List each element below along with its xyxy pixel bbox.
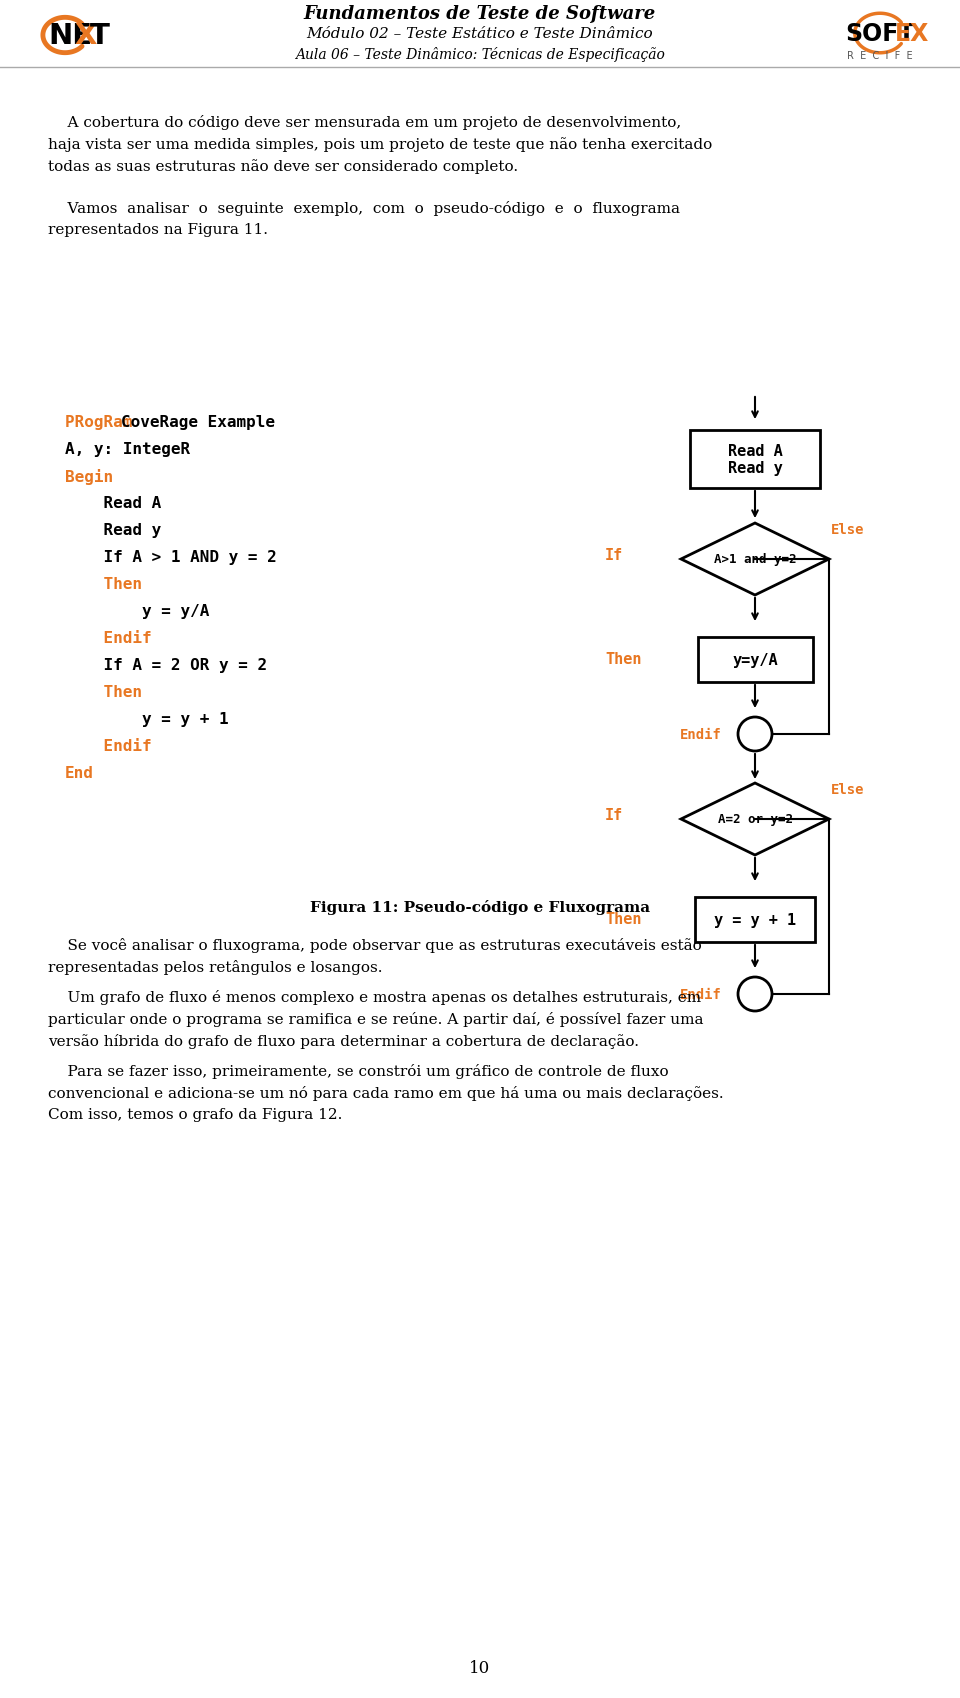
- Text: representados na Figura 11.: representados na Figura 11.: [48, 222, 268, 236]
- Text: Fundamentos de Teste de Software: Fundamentos de Teste de Software: [304, 5, 656, 24]
- Polygon shape: [681, 523, 829, 596]
- Text: Then: Then: [65, 684, 142, 700]
- Text: Read A
Read y: Read A Read y: [728, 443, 782, 475]
- Text: Read y: Read y: [65, 523, 161, 538]
- Text: NE: NE: [48, 22, 92, 49]
- Text: Figura 11: Pseudo-código e Fluxograma: Figura 11: Pseudo-código e Fluxograma: [310, 900, 650, 915]
- Text: y = y + 1: y = y + 1: [714, 912, 796, 927]
- Text: Else: Else: [831, 783, 865, 796]
- Text: y = y/A: y = y/A: [65, 604, 209, 618]
- Text: Aula 06 – Teste Dinâmico: Técnicas de Especificação: Aula 06 – Teste Dinâmico: Técnicas de Es…: [295, 46, 665, 61]
- Text: PRogRam: PRogRam: [65, 414, 142, 430]
- Text: Then: Then: [605, 912, 641, 927]
- Text: SOFT: SOFT: [845, 22, 915, 46]
- Text: Then: Then: [605, 652, 641, 667]
- Text: Um grafo de fluxo é menos complexo e mostra apenas os detalhes estruturais, em: Um grafo de fluxo é menos complexo e mos…: [48, 990, 701, 1005]
- Text: Endif: Endif: [680, 727, 722, 742]
- Text: y=y/A: y=y/A: [732, 652, 778, 667]
- Text: X: X: [74, 22, 97, 49]
- Text: Read A: Read A: [65, 496, 161, 511]
- Text: y = y + 1: y = y + 1: [65, 711, 228, 727]
- Text: T: T: [90, 22, 109, 49]
- Text: representadas pelos retângulos e losangos.: representadas pelos retângulos e losango…: [48, 959, 382, 975]
- FancyBboxPatch shape: [695, 897, 815, 942]
- Text: Para se fazer isso, primeiramente, se constrói um gráfico de controle de fluxo: Para se fazer isso, primeiramente, se co…: [48, 1063, 668, 1078]
- Text: Else: Else: [831, 523, 865, 537]
- Text: 10: 10: [469, 1659, 491, 1676]
- Circle shape: [738, 978, 772, 1012]
- Text: convencional e adiciona-se um nó para cada ramo em que há uma ou mais declaraçõe: convencional e adiciona-se um nó para ca…: [48, 1085, 724, 1100]
- Text: Endif: Endif: [680, 988, 722, 1002]
- Text: Begin: Begin: [65, 469, 113, 484]
- FancyBboxPatch shape: [690, 431, 820, 489]
- Text: Módulo 02 – Teste Estático e Teste Dinâmico: Módulo 02 – Teste Estático e Teste Dinâm…: [306, 27, 654, 41]
- Text: Endif: Endif: [65, 739, 152, 754]
- Text: Vamos  analisar  o  seguinte  exemplo,  com  o  pseudo-código  e  o  fluxograma: Vamos analisar o seguinte exemplo, com o…: [48, 200, 680, 216]
- Circle shape: [738, 718, 772, 752]
- Text: End: End: [65, 766, 94, 781]
- Text: If: If: [605, 547, 623, 562]
- Text: EX: EX: [895, 22, 929, 46]
- Text: Com isso, temos o grafo da Figura 12.: Com isso, temos o grafo da Figura 12.: [48, 1107, 343, 1121]
- Text: haja vista ser uma medida simples, pois um projeto de teste que não tenha exerci: haja vista ser uma medida simples, pois …: [48, 138, 712, 151]
- Text: A cobertura do código deve ser mensurada em um projeto de desenvolvimento,: A cobertura do código deve ser mensurada…: [48, 115, 682, 131]
- Text: Then: Then: [65, 577, 142, 591]
- Text: A>1 and y=2: A>1 and y=2: [713, 554, 796, 565]
- Text: A=2 or y=2: A=2 or y=2: [717, 813, 793, 825]
- Text: R  E  C  I  F  E: R E C I F E: [847, 51, 913, 61]
- Text: todas as suas estruturas não deve ser considerado completo.: todas as suas estruturas não deve ser co…: [48, 160, 518, 173]
- FancyBboxPatch shape: [698, 637, 812, 683]
- Text: particular onde o programa se ramifica e se reúne. A partir daí, é possível faze: particular onde o programa se ramifica e…: [48, 1012, 704, 1026]
- Text: versão híbrida do grafo de fluxo para determinar a cobertura de declaração.: versão híbrida do grafo de fluxo para de…: [48, 1034, 639, 1048]
- Text: If A > 1 AND y = 2: If A > 1 AND y = 2: [65, 550, 276, 565]
- Text: A, y: IntegeR: A, y: IntegeR: [65, 441, 190, 457]
- Text: CoveRage Example: CoveRage Example: [121, 414, 275, 430]
- Text: If A = 2 OR y = 2: If A = 2 OR y = 2: [65, 657, 267, 672]
- Text: Endif: Endif: [65, 630, 152, 645]
- Text: If: If: [605, 807, 623, 822]
- Text: Se você analisar o fluxograma, pode observar que as estruturas executáveis estão: Se você analisar o fluxograma, pode obse…: [48, 937, 702, 953]
- Polygon shape: [681, 783, 829, 856]
